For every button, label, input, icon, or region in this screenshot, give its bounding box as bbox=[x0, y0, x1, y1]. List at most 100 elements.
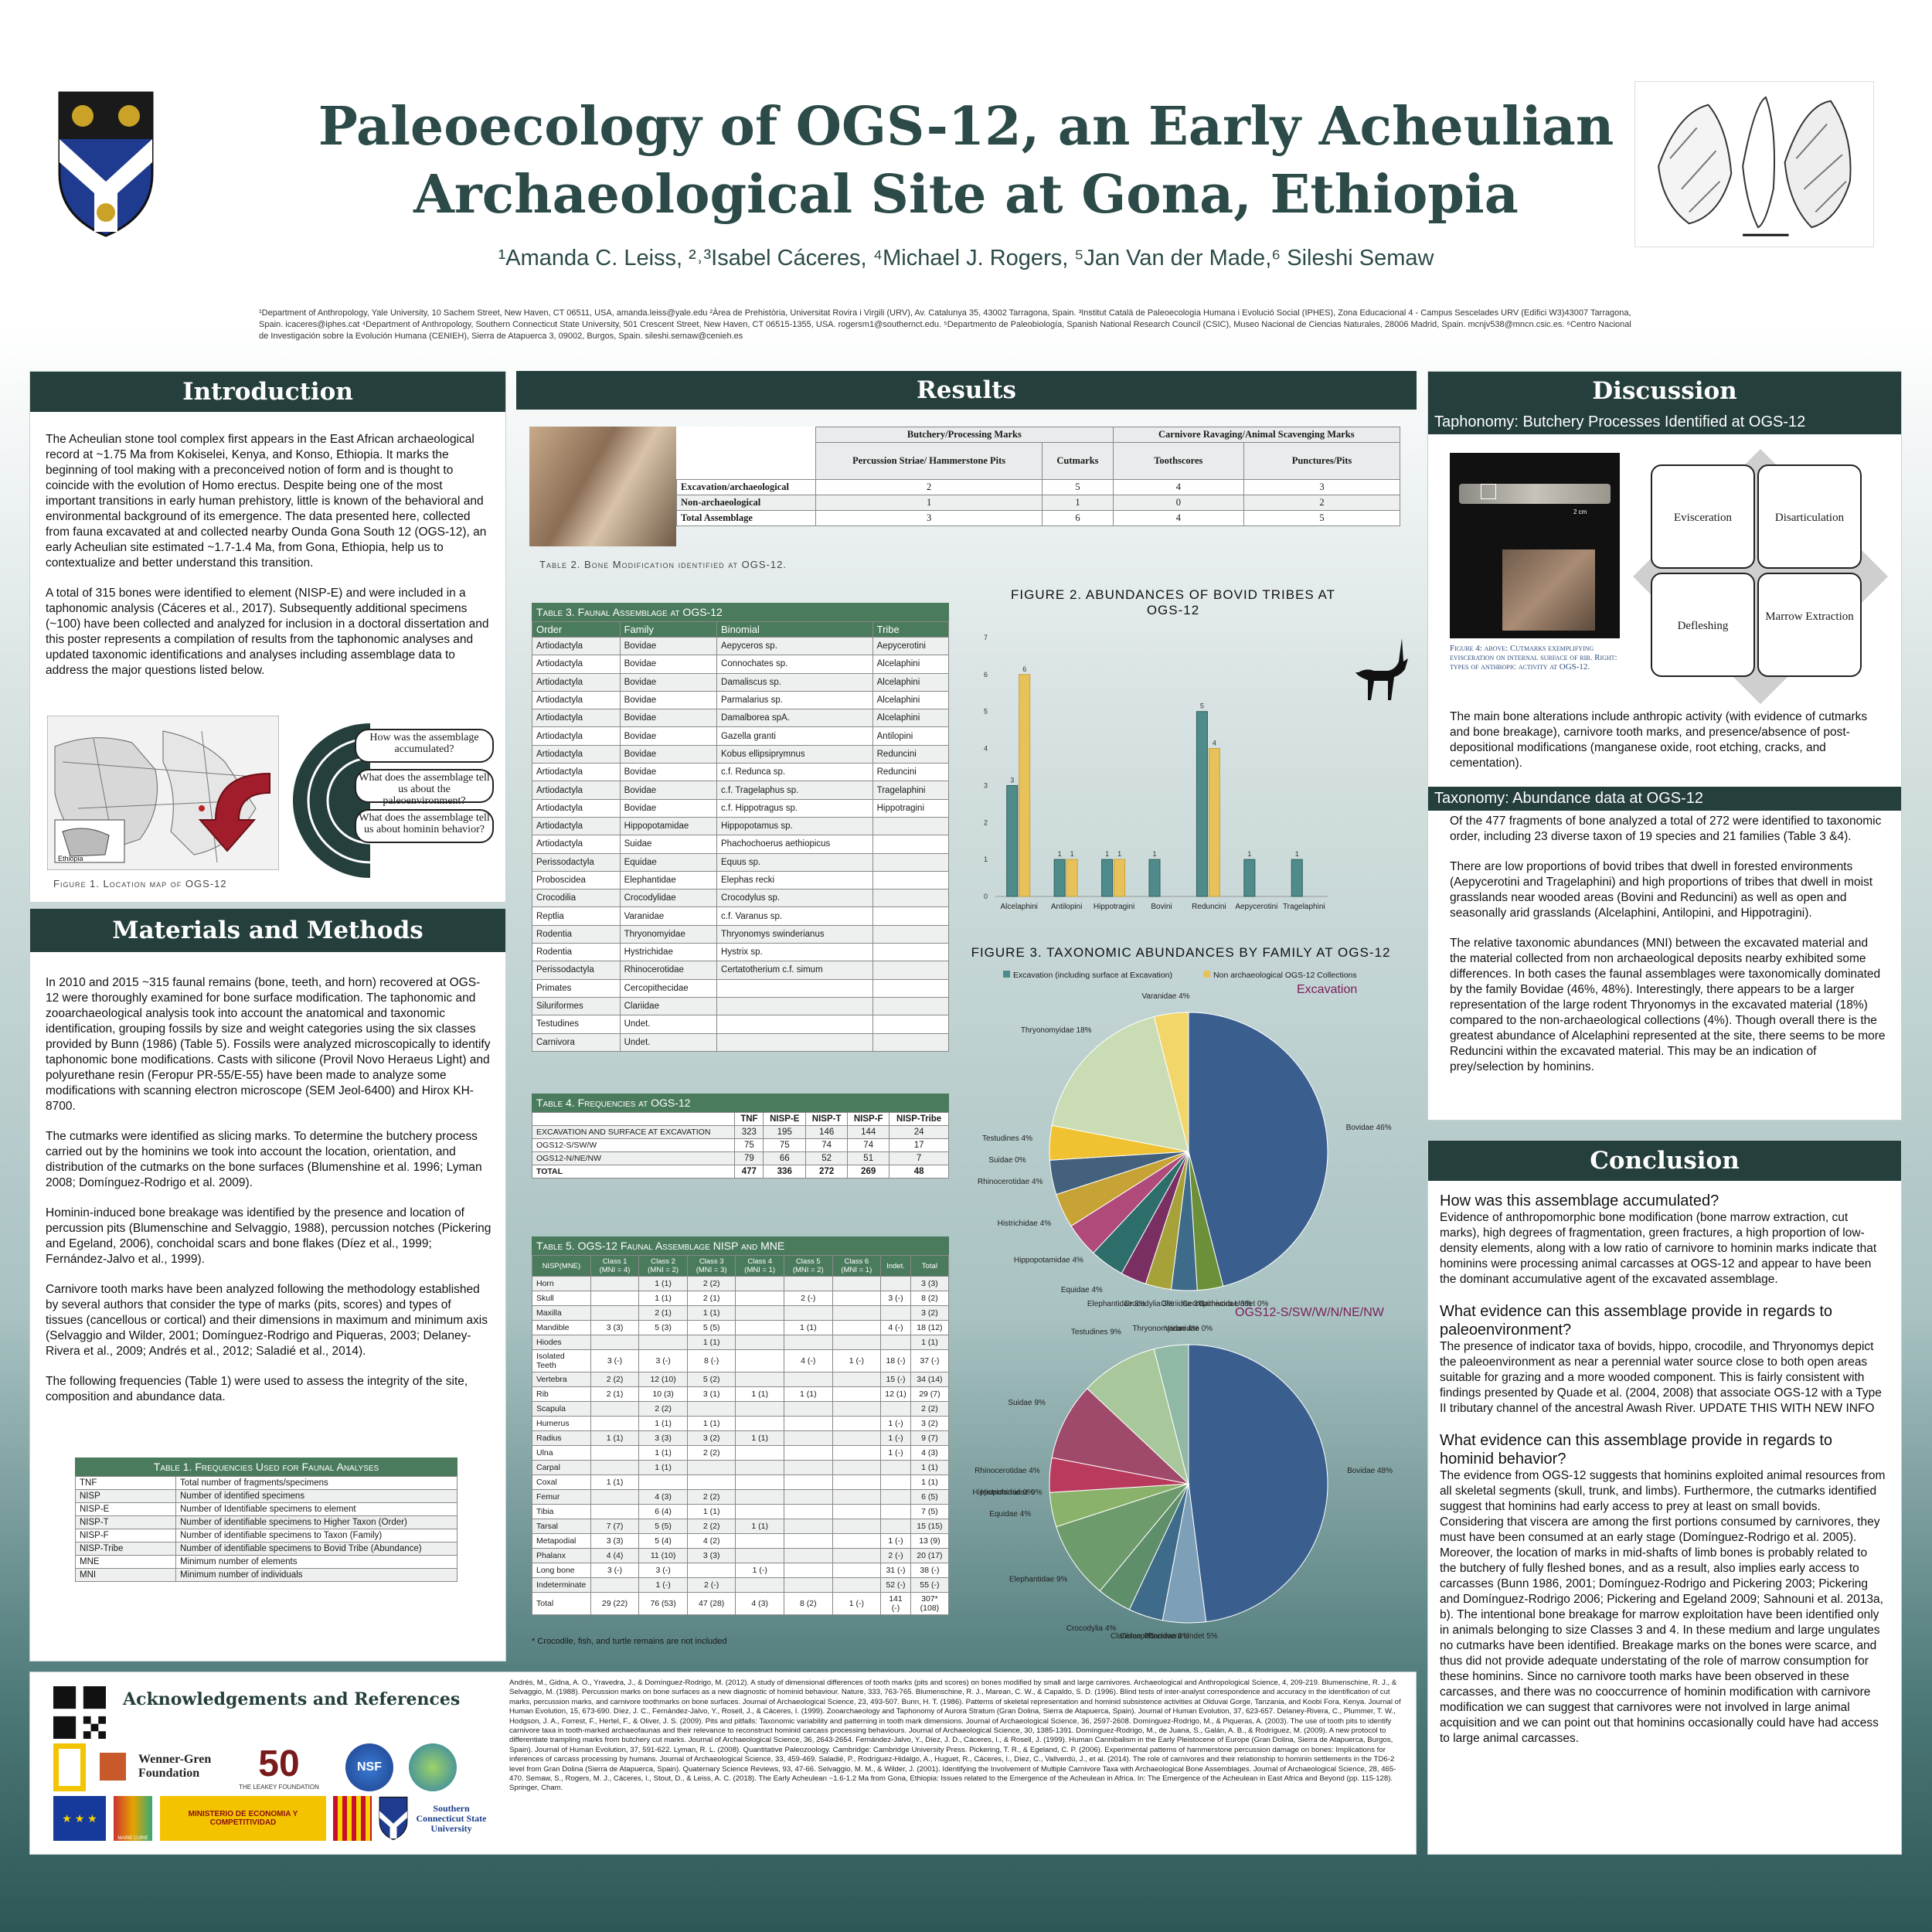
pie-label: Testudines 9% bbox=[1071, 1328, 1121, 1336]
table-cell: Equus sp. bbox=[716, 852, 873, 872]
conclusion-answer-3: The evidence from OGS-12 suggests that h… bbox=[1440, 1469, 1886, 1745]
figure-2-title: FIGURE 2. ABUNDANCES OF BOVID TRIBES AT … bbox=[1011, 587, 1336, 617]
table-cell bbox=[590, 1577, 640, 1593]
table-cell: Number of identifiable specimens to Bovi… bbox=[175, 1542, 457, 1556]
table-cell: 74 bbox=[805, 1138, 849, 1152]
pie-slice bbox=[1051, 1388, 1190, 1485]
table-cell: 8 (-) bbox=[686, 1349, 736, 1372]
table-cell: 3 (3) bbox=[590, 1320, 640, 1335]
table-cell: 1 (-) bbox=[880, 1416, 911, 1431]
pie-label: Thryonomyidae 4% bbox=[1132, 1325, 1199, 1333]
table-header-cell bbox=[677, 427, 816, 443]
table-cell: Artiodactyla bbox=[532, 690, 621, 710]
table-cell bbox=[784, 1416, 833, 1431]
table-cell: Rodentia bbox=[532, 943, 621, 962]
table-header-row: TNF NISP-E NISP-T NISP-F NISP-Tribe bbox=[531, 1112, 949, 1126]
table-cell bbox=[872, 906, 950, 926]
table-row: Rib 2 (1) 10 (3) 3 (1) 1 (1) 1 (1) 12 (1) 29 (7… bbox=[532, 1386, 950, 1402]
table-cell: Reptlia bbox=[532, 906, 621, 926]
discussion-subheading-2: Taxonomy: Abundance data at OGS-12 bbox=[1428, 787, 1901, 811]
table-cell: 17 bbox=[889, 1138, 949, 1152]
table-cell: 7 (5) bbox=[910, 1504, 950, 1519]
table-cell bbox=[872, 889, 950, 908]
table-cell: 3 (-) bbox=[638, 1563, 688, 1578]
conclusion-answer-1: Evidence of anthropomorphic bone modific… bbox=[1440, 1211, 1877, 1286]
discussion-paragraph-2: Of the 477 fragments of bone analyzed a … bbox=[1450, 815, 1882, 843]
table-row: Excavation/archaeological 2 5 4 3 bbox=[676, 479, 1401, 495]
table-cell bbox=[832, 1320, 882, 1335]
table-cell bbox=[832, 1504, 882, 1519]
table-cell: Indeterminate bbox=[532, 1577, 591, 1593]
yale-shield-small bbox=[379, 1796, 408, 1841]
table-cell: 2 (2) bbox=[686, 1519, 736, 1534]
table-cell: 3 (2) bbox=[686, 1430, 736, 1446]
spain-ministry-logo: MINISTERIO DE ECONOMIA Y COMPETITIVIDAD bbox=[160, 1796, 326, 1841]
table-header-cell: Punctures/Pits bbox=[1243, 442, 1401, 480]
rib-inset-box bbox=[1481, 484, 1496, 499]
table-cell bbox=[590, 1460, 640, 1475]
table-cell: Minimum number of individuals bbox=[175, 1568, 457, 1582]
table-cell: 4 (-) bbox=[880, 1320, 911, 1335]
table-cell bbox=[735, 1416, 784, 1431]
table-cell: 4 bbox=[1112, 479, 1244, 495]
table-cell: 2 (-) bbox=[686, 1577, 736, 1593]
table-cell: Reduncini bbox=[872, 744, 950, 764]
table-cell: NISP bbox=[75, 1489, 176, 1503]
table-cell bbox=[832, 1548, 882, 1563]
table-cell: 1 (-) bbox=[880, 1445, 911, 1461]
table-cell bbox=[735, 1335, 784, 1350]
table-row: OGS12-N/NE/NW 79 66 52 51 7 bbox=[531, 1151, 949, 1165]
conclusion-panel: Conclusion How was this assemblage accum… bbox=[1427, 1140, 1902, 1855]
table-cell: Number of identified specimens bbox=[175, 1489, 457, 1503]
table-cell bbox=[686, 1401, 736, 1417]
table-cell: 4 (3) bbox=[735, 1592, 784, 1615]
table-header-cell: Order bbox=[532, 621, 621, 638]
table-header-cell: Class 2 (MNI = 2) bbox=[638, 1255, 688, 1277]
table-cell: Certatotherium c.f. simum bbox=[716, 961, 873, 980]
bar-value-label: 1 bbox=[1247, 850, 1251, 858]
table-cell: 6 bbox=[1042, 510, 1114, 526]
map-pointer-arrow bbox=[198, 772, 270, 852]
marie-curie-logo: MARIE CURIE bbox=[114, 1796, 152, 1841]
table-row: Artiodactyla Bovidae c.f. Redunca sp. Redun… bbox=[532, 763, 950, 782]
table-cell: Ulna bbox=[532, 1445, 591, 1461]
table-row: Maxilla 2 (1) 1 (1) 3 (2) bbox=[532, 1305, 950, 1321]
table-cell bbox=[832, 1577, 882, 1593]
table-header-cell: Family bbox=[619, 621, 718, 638]
table-cell bbox=[735, 1548, 784, 1563]
table-cell: NISP-F bbox=[75, 1529, 176, 1543]
table-row: Artiodactyla Bovidae Aepyceros sp. Aepycero… bbox=[532, 636, 950, 656]
table-cell bbox=[735, 1401, 784, 1417]
bar-value-label: 4 bbox=[1213, 740, 1216, 747]
table-cell: 79 bbox=[734, 1151, 764, 1165]
table-cell: Number of identifiable specimens to Taxo… bbox=[175, 1529, 457, 1543]
introduction-panel: Introduction The Acheulian stone tool co… bbox=[29, 371, 506, 903]
table-row: NISP-Tribe Number of identifiable specime… bbox=[75, 1542, 457, 1556]
table-cell: 18 (-) bbox=[880, 1349, 911, 1372]
pie-label: Testudines 4% bbox=[982, 1134, 1032, 1143]
handaxe-drawing bbox=[1634, 81, 1874, 247]
pie-slice bbox=[1056, 1482, 1190, 1592]
table-cell: Carnivora bbox=[532, 1032, 621, 1052]
bar-value-label: 1 bbox=[1105, 850, 1109, 858]
table-cell: 2 (2) bbox=[686, 1445, 736, 1461]
table-cell: 12 (10) bbox=[638, 1372, 688, 1387]
table-cell: 5 bbox=[1243, 510, 1401, 526]
table-cell: Artiodactyla bbox=[532, 726, 621, 746]
table-3-title: Table 3. Faunal Assemblage at OGS-12 bbox=[532, 603, 949, 621]
table-cell: Reduncini bbox=[872, 763, 950, 782]
table-cell: c.f. Tragelaphus sp. bbox=[716, 781, 873, 800]
x-tick-label: Tragelaphini bbox=[1283, 903, 1325, 911]
table-header-cell: NISP-E bbox=[763, 1112, 807, 1126]
table-row: Artiodactyla Bovidae c.f. Hippotragus sp. H… bbox=[532, 798, 950, 818]
table-cell: Crocodilia bbox=[532, 889, 621, 908]
eu-flag-logo: ★ ★ ★ bbox=[53, 1796, 106, 1841]
table-cell: Hystrix sp. bbox=[716, 943, 873, 962]
table-header-cell: Class 3 (MNI = 3) bbox=[686, 1255, 736, 1277]
table-cell: 2 (1) bbox=[686, 1291, 736, 1306]
table-cell: 1 (1) bbox=[638, 1291, 688, 1306]
table-row: Vertebra 2 (2) 12 (10) 5 (2) 15 (-) 34 (14) bbox=[532, 1372, 950, 1387]
table-cell: Damalborea spA. bbox=[716, 709, 873, 728]
table-cell: 34 (14) bbox=[910, 1372, 950, 1387]
table-cell: 2 bbox=[1243, 495, 1401, 511]
